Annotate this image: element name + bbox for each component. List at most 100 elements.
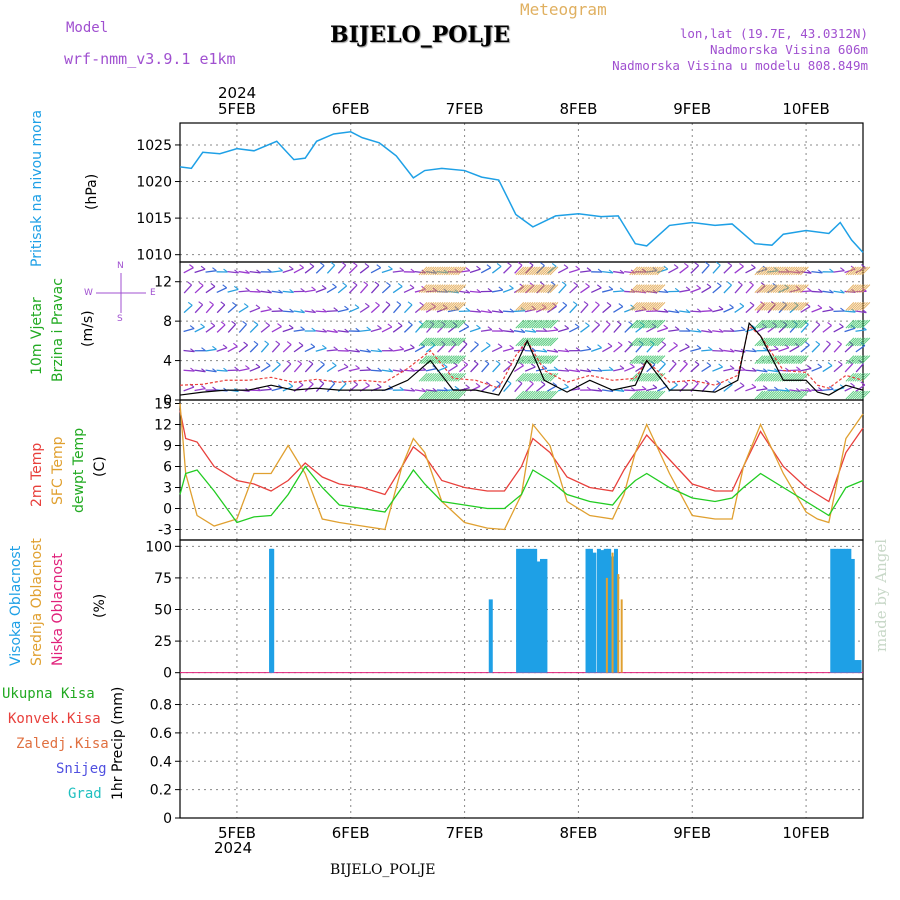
wind-barb-head [276, 361, 281, 365]
wind-barb-head [793, 320, 798, 325]
gust-streak [517, 266, 527, 276]
gust-streak [768, 337, 777, 347]
compass-north: N [117, 261, 124, 271]
gust-streak [763, 355, 773, 364]
wind-barb-head [520, 307, 526, 312]
wind-barb-head [563, 264, 569, 269]
gust-streak [754, 302, 764, 311]
gust-streak [861, 390, 871, 400]
wind-barb-head [573, 282, 579, 286]
gust-streak [540, 337, 550, 347]
wind-barb-head [308, 380, 314, 385]
gust-streak [784, 284, 793, 293]
gust-streak [531, 302, 541, 311]
wind-barb-head [550, 281, 556, 286]
gust-streak [649, 337, 659, 347]
wind-barb [249, 324, 259, 333]
gust-streak [524, 319, 534, 329]
wind-barb [194, 387, 206, 392]
gust-streak [515, 284, 525, 293]
gust-streak [631, 266, 641, 276]
wind-barb-head [407, 321, 413, 326]
gust-streak [845, 266, 855, 276]
gust-streak [774, 372, 784, 382]
wind-barb-head [520, 328, 526, 333]
gust-streak [629, 284, 638, 293]
panel-frame-wind [179, 261, 864, 401]
wind-barb-head [785, 268, 790, 273]
gust-streak [520, 302, 529, 311]
wind-barb [227, 304, 237, 314]
gust-streak [756, 390, 766, 400]
gust-streak [652, 284, 661, 293]
wind-barb [392, 270, 404, 273]
wind-barb-head [354, 304, 360, 309]
gust-streak [450, 390, 460, 400]
y-tick-label: 75 [154, 571, 172, 587]
wind-barb-head [509, 308, 515, 313]
wind-barb-head [716, 380, 721, 385]
gust-streak [850, 284, 859, 293]
wind-barb [183, 369, 195, 372]
compass-south: S [117, 314, 123, 324]
wind-barb-head [277, 323, 282, 328]
gust-streak [786, 266, 796, 276]
gust-streak [645, 319, 654, 329]
wind-barb [425, 344, 436, 353]
wind-barb [734, 284, 743, 294]
gust-streak [754, 266, 764, 276]
wind-barb [789, 369, 801, 372]
wind-barb-head [608, 366, 614, 371]
wind-barb-head [465, 267, 471, 272]
wind-barb [194, 369, 206, 373]
wind-barb-head [509, 344, 514, 349]
gust-streak [788, 319, 798, 329]
wind-barb [701, 286, 712, 294]
x-tick-label-top: 7FEB [446, 100, 484, 118]
wind-barb [833, 343, 842, 353]
wind-barb [811, 290, 823, 293]
wind-barb [194, 268, 206, 274]
gust-streak [439, 355, 448, 364]
gust-streak [432, 337, 442, 347]
wind-barb-head [278, 289, 283, 294]
wind-barb [337, 264, 347, 274]
gust-streak [427, 390, 437, 400]
wind-barb [359, 349, 371, 353]
gust-streak [847, 302, 857, 311]
gust-streak [756, 355, 766, 364]
gust-streak [765, 390, 775, 400]
wind-barb [525, 264, 534, 274]
gust-streak [542, 302, 552, 311]
wind-barb-head [297, 360, 302, 365]
wind-barb [216, 304, 226, 314]
gust-streak [765, 319, 775, 329]
wind-barb [205, 348, 217, 352]
gust-streak [638, 302, 648, 311]
wind-barb-head [298, 342, 304, 346]
wind-barb [591, 389, 603, 392]
gust-streak [434, 302, 444, 311]
gust-streak [761, 390, 771, 400]
wind-barb [734, 265, 744, 274]
gust-streak [647, 390, 657, 400]
gust-streak [540, 319, 550, 329]
wind-barb-head [817, 304, 823, 309]
gust-streak [795, 390, 805, 400]
wind-barb [822, 308, 834, 313]
wind-barb [734, 329, 746, 332]
gust-streak [515, 390, 525, 400]
wind-barb-head [663, 265, 669, 270]
wind-barb-head [585, 283, 590, 287]
gust-streak [418, 284, 428, 293]
gust-streak [861, 355, 871, 364]
wind-barb-head [608, 269, 614, 274]
gust-streak [533, 266, 543, 276]
gust-streak [859, 319, 868, 329]
gust-streak [549, 319, 559, 329]
gust-streak [535, 319, 545, 329]
gust-streak [793, 337, 802, 347]
gust-streak [436, 319, 446, 329]
gust-streak [441, 319, 451, 329]
gust-streak [434, 284, 444, 293]
